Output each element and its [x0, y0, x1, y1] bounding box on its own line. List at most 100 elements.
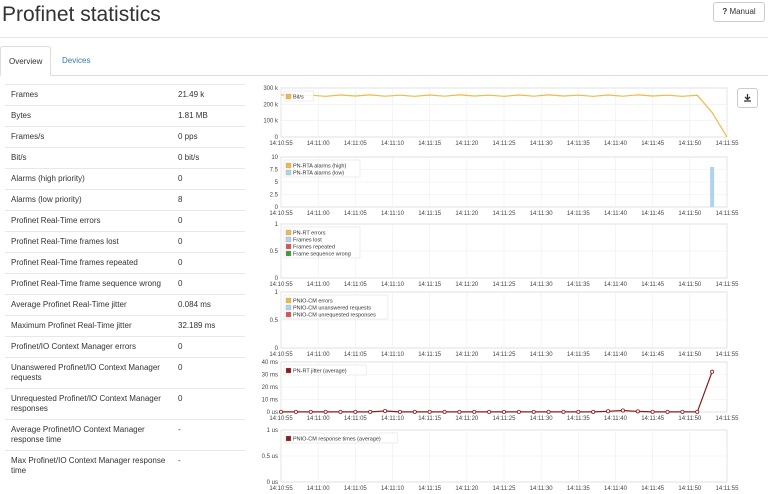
x-tick-label: 14:11:30	[530, 282, 554, 288]
series-marker	[368, 409, 373, 414]
stats-row: Bytes 1.81 MB	[5, 105, 245, 127]
y-tick-label: 100 k	[263, 119, 279, 125]
bar	[710, 167, 715, 207]
x-tick-label: 14:11:45	[641, 211, 665, 217]
stat-label: Bit/s	[5, 147, 172, 169]
legend-label: PN-RTA alarms (low)	[293, 171, 344, 177]
stat-value: 1.81 MB	[172, 105, 245, 127]
x-tick-label: 14:11:05	[344, 211, 368, 217]
stat-value: 0 bit/s	[172, 147, 245, 169]
x-tick-label: 14:11:50	[678, 211, 702, 217]
y-tick-label: 5	[275, 180, 279, 186]
x-tick-label: 14:11:00	[307, 486, 331, 492]
stats-row: Profinet Real-Time frame sequence wrong 0	[5, 273, 245, 295]
x-tick-label: 14:10:55	[269, 211, 293, 217]
x-tick-label: 14:11:10	[381, 211, 405, 217]
stats-row: Alarms (low priority) 8	[5, 189, 245, 211]
x-tick-label: 14:11:25	[493, 211, 517, 217]
y-tick-label: 2.5	[270, 193, 279, 199]
x-tick-label: 14:10:55	[269, 282, 293, 288]
y-tick-label: 20 ms	[262, 385, 278, 391]
x-tick-label: 14:11:15	[418, 282, 442, 288]
manual-label: Manual	[729, 7, 756, 16]
series-marker	[442, 409, 447, 414]
y-tick-label: 30 ms	[262, 373, 278, 379]
stat-value: -	[172, 450, 245, 481]
stat-label: Profinet Real-Time frame sequence wrong	[5, 273, 172, 295]
y-tick-label: 0 us	[267, 480, 278, 486]
series-marker	[501, 409, 506, 414]
series-marker	[531, 409, 536, 414]
stat-value: 0	[172, 210, 245, 232]
x-tick-label: 14:11:45	[641, 486, 665, 492]
stat-value: 32.189 ms	[172, 315, 245, 337]
x-tick-label: 14:11:05	[344, 141, 368, 147]
stat-value: 0	[172, 252, 245, 274]
series-marker	[397, 409, 402, 414]
x-tick-label: 14:11:25	[493, 416, 517, 422]
series-marker	[383, 408, 388, 413]
stat-label: Profinet Real-Time frames lost	[5, 231, 172, 253]
tab-overview[interactable]: Overview	[0, 46, 52, 76]
stats-row: Profinet Real-Time errors 0	[5, 210, 245, 232]
x-tick-label: 14:11:50	[678, 416, 702, 422]
x-tick-label: 14:11:10	[381, 352, 405, 358]
stats-row: Max Profinet/IO Context Manager response…	[5, 450, 245, 481]
series-marker	[591, 409, 596, 414]
series-marker	[680, 409, 685, 414]
x-tick-label: 14:11:20	[455, 141, 479, 147]
y-tick-label: 0.5	[270, 249, 279, 255]
stats-table: Frames 21.49 k Bytes 1.81 MB Frames/s 0 pps Bi…	[5, 84, 245, 481]
y-tick-label: 0.5	[270, 318, 279, 324]
legend-swatch	[285, 243, 292, 250]
legend-swatch	[285, 162, 292, 169]
x-tick-label: 14:11:15	[418, 352, 442, 358]
manual-button[interactable]: ? Manual	[713, 2, 765, 22]
x-tick-label: 14:11:35	[567, 141, 591, 147]
x-tick-label: 14:11:45	[641, 141, 665, 147]
x-tick-label: 14:11:25	[493, 486, 517, 492]
y-tick-label: 0	[275, 276, 279, 282]
stat-value: 0	[172, 336, 245, 358]
y-tick-label: 1	[275, 290, 279, 296]
y-tick-label: 300 k	[263, 86, 279, 92]
stat-label: Unrequested Profinet/IO Context Manager …	[5, 388, 172, 420]
tab-devices[interactable]: Devices	[62, 56, 91, 65]
legend-box	[283, 294, 389, 320]
legend-swatch	[285, 93, 292, 100]
x-tick-label: 14:11:05	[344, 282, 368, 288]
x-tick-label: 14:11:20	[455, 211, 479, 217]
legend-swatch	[285, 250, 292, 257]
series-marker	[278, 409, 283, 414]
series-marker	[487, 409, 492, 414]
series-marker	[323, 409, 328, 414]
x-tick-label: 14:11:30	[530, 141, 554, 147]
stat-label: Alarms (low priority)	[5, 189, 172, 211]
stat-value: 0	[172, 357, 245, 389]
x-tick-label: 14:11:55	[716, 141, 740, 147]
series-marker	[606, 409, 611, 414]
x-tick-label: 14:11:35	[567, 282, 591, 288]
y-tick-label: 0 us	[267, 410, 278, 416]
series-marker	[695, 409, 700, 414]
x-tick-label: 14:10:55	[269, 486, 293, 492]
x-tick-label: 14:11:35	[567, 352, 591, 358]
x-tick-label: 14:11:00	[307, 282, 331, 288]
x-tick-label: 14:11:30	[530, 211, 554, 217]
x-tick-label: 14:11:20	[455, 352, 479, 358]
download-button[interactable]	[737, 88, 758, 108]
series-marker	[457, 409, 462, 414]
y-tick-label: 0	[275, 346, 279, 352]
x-tick-label: 14:11:30	[530, 416, 554, 422]
x-tick-label: 14:11:15	[418, 211, 442, 217]
stats-row: Profinet Real-Time frames repeated 0	[5, 252, 245, 274]
legend-label: PNIO-CM unanswered requests	[293, 306, 371, 312]
x-tick-label: 14:11:25	[493, 282, 517, 288]
legend-swatch	[285, 311, 292, 318]
x-tick-label: 14:11:30	[530, 352, 554, 358]
series-marker	[546, 409, 551, 414]
series-marker	[338, 409, 343, 414]
legend-swatch	[285, 229, 292, 236]
x-tick-label: 14:11:20	[455, 282, 479, 288]
